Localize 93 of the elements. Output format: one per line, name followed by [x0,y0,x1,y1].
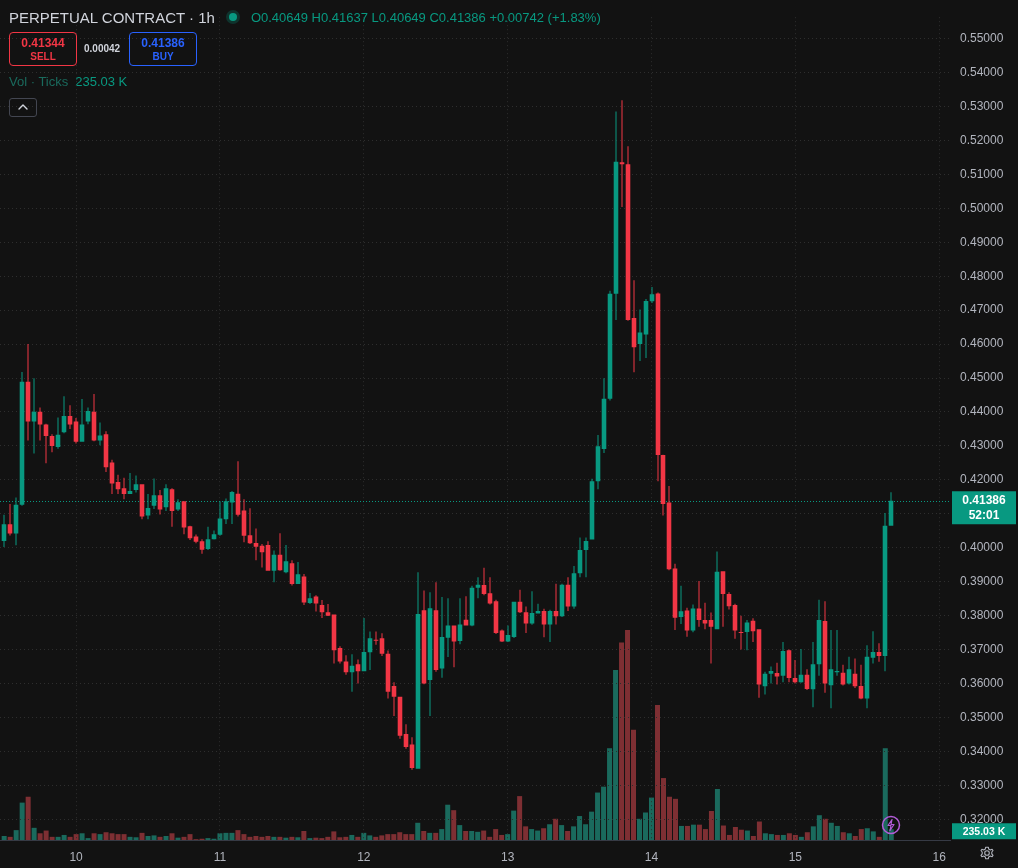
y-tick-label: 0.52000 [960,132,1004,147]
y-tick-label: 0.32000 [960,811,1004,826]
bar [684,825,690,840]
annotation: 0.41344 [20,36,66,50]
y-tick-label: 0.48000 [960,268,1004,283]
candlestick [619,100,625,207]
text: Vol · Ticks [9,74,69,89]
bar [559,825,565,840]
y-tick-label: 0.37000 [960,641,1004,656]
bar [678,825,684,840]
y-tick-label: 0.34000 [960,743,1004,758]
y-tick-label: 0.50000 [960,200,1004,215]
bar [463,830,469,840]
x-tick-label: 13 [500,849,515,864]
bar [349,834,355,840]
bar [427,832,433,840]
bar [1,836,7,840]
y-tick-label: 0.33000 [960,777,1004,792]
y-tick-label: 0.38000 [960,607,1004,622]
bar [840,832,846,840]
bar [157,836,163,840]
bar [421,830,427,840]
bar [31,827,37,840]
x-tick-label: 12 [357,849,371,864]
bar [91,833,97,840]
y-tick-label: 0.44000 [960,404,1004,419]
annotation: O0.40649 H0.41637 L0.40649 C0.41386 +0.00742 (+1.83%) [250,9,601,25]
bar [415,822,421,840]
y-tick-label: 0.35000 [960,709,1004,724]
bar [547,824,553,840]
bar [169,833,175,840]
bar [139,832,145,840]
bar [846,833,852,840]
bar [433,832,439,840]
bar [7,836,13,840]
ref-line-label: 0.41386 [962,493,1007,508]
bar [804,832,810,840]
y-tick-label: 0.39000 [960,574,1004,588]
collapse-button[interactable] [9,98,37,117]
bar [451,810,457,840]
candlestick [768,666,774,684]
bar [277,836,283,840]
bar [690,824,696,840]
y-tick-label: 0.54000 [960,64,1004,79]
y-tick-label: 0.45000 [960,370,1004,385]
bar [163,836,169,840]
candlestick [253,528,259,561]
y-tick-label: 0.51000 [960,166,1004,181]
chart-title: PERPETUAL CONTRACT · 1h [9,8,215,26]
bar [744,830,750,840]
annotation: BUY [151,50,175,63]
candlestick [834,629,840,676]
bar [774,834,780,840]
text: 52:01 [968,508,1000,523]
y-tick-label: 0.42000 [960,472,1004,487]
y-tick-label: 0.49000 [960,234,1004,249]
sell-button[interactable]: 0.41344 SELL [9,32,77,66]
y-tick-label: 0.43000 [960,438,1004,453]
annotation: 0.41386 [140,36,186,50]
bar [780,834,786,840]
annotation: 235.03 K [75,74,128,89]
y-tick-label: 0.36000 [960,675,1004,690]
x-tick-label: 10 [69,849,84,864]
bar [295,837,301,840]
y-tick-label: 0.53000 [960,98,1004,113]
bar [553,818,559,840]
bar [822,818,828,840]
bar [25,796,31,840]
text: 235.03 K [962,824,1006,837]
x-tick-label: 15 [788,849,803,864]
settings-icon[interactable] [979,845,995,861]
x-tick-label: 14 [644,849,659,864]
annotation: 0.00042 [84,43,121,54]
bar [565,830,571,840]
bar [714,788,720,840]
buy-button[interactable]: 0.41386 BUY [129,32,197,66]
y-tick-label: 0.47000 [960,302,1004,317]
bar [355,836,361,840]
bar [541,828,547,840]
bar [97,834,103,840]
y-tick-label: 0.40000 [960,540,1004,555]
y-tick-label: 0.55000 [960,30,1004,45]
bar [289,836,295,840]
annotation: SELL [29,50,57,63]
y-tick-label: 0.46000 [960,336,1004,351]
x-tick-label: 16 [932,849,947,864]
x-tick-label: 11 [213,849,227,864]
candlestick [738,615,744,650]
bar [457,825,463,840]
bar [301,830,307,840]
bar [271,836,277,840]
bar [876,836,882,840]
bar [798,836,804,840]
